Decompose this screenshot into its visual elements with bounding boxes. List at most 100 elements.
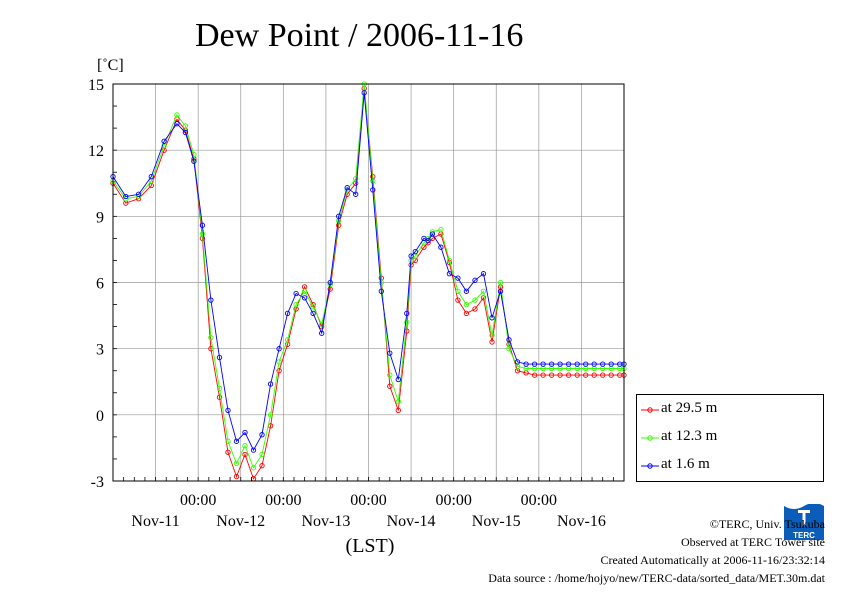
- data-point: [395, 398, 401, 405]
- data-point: [199, 222, 206, 228]
- data-point: [182, 123, 189, 129]
- data-point: [233, 473, 240, 480]
- y-tick-label: 0: [96, 408, 104, 425]
- footer-copyright: ©TERC, Univ. Tsukuba: [709, 517, 825, 531]
- data-point: [344, 185, 350, 191]
- series-line: [112, 92, 624, 452]
- data-point: [548, 372, 555, 378]
- x-tick-day-label: Nov-14: [387, 513, 436, 530]
- series-line: [112, 88, 624, 480]
- data-point: [310, 304, 316, 310]
- data-point: [583, 361, 589, 367]
- data-point: [574, 361, 580, 367]
- data-point: [489, 339, 495, 345]
- data-point: [216, 354, 223, 361]
- data-point: [395, 376, 401, 383]
- data-point: [276, 359, 282, 365]
- data-point: [233, 438, 240, 444]
- data-point: [250, 447, 257, 453]
- data-point: [455, 297, 461, 303]
- terc-logo: TERC: [784, 503, 824, 540]
- legend-item-1-6m: at 1.6 m: [637, 455, 823, 477]
- data-point: [242, 451, 248, 458]
- data-point: [370, 178, 376, 184]
- x-axis-label: (LST): [346, 535, 395, 557]
- legend-marker-blue: [641, 463, 659, 469]
- data-point: [293, 290, 299, 297]
- data-point: [438, 226, 444, 233]
- data-point: [480, 288, 487, 294]
- x-tick-day-label: Nov-12: [216, 513, 265, 530]
- data-point: [480, 295, 487, 301]
- legend-item-29-5m: at 29.5 m: [637, 399, 823, 421]
- grid: [113, 83, 624, 482]
- x-tick-time-label: 00:00: [265, 492, 301, 509]
- data-point: [557, 372, 563, 378]
- legend: at 29.5 m at 12.3 m at 1.6 m: [636, 394, 824, 482]
- data-point: [216, 385, 223, 392]
- data-point: [284, 310, 291, 317]
- data-point: [353, 191, 359, 197]
- data-point: [446, 257, 453, 264]
- data-point: [135, 191, 142, 197]
- data-point: [523, 361, 529, 367]
- data-point: [174, 112, 180, 118]
- data-point: [387, 383, 393, 389]
- data-point: [336, 213, 342, 219]
- data-point: [514, 359, 521, 365]
- data-point: [463, 310, 470, 317]
- data-point: [531, 361, 538, 367]
- data-point: [242, 443, 248, 449]
- data-point: [463, 301, 470, 308]
- x-tick-day-label: Nov-13: [301, 513, 350, 530]
- x-tick-time-label: 00:00: [435, 492, 471, 509]
- logo-text: TERC: [793, 531, 815, 540]
- data-point: [480, 271, 487, 277]
- data-point: [225, 407, 231, 414]
- data-point: [446, 271, 453, 277]
- data-point: [497, 288, 504, 294]
- data-point: [259, 432, 265, 438]
- legend-item-12-3m: at 12.3 m: [637, 427, 823, 449]
- data-point: [429, 231, 436, 237]
- data-point: [182, 129, 189, 136]
- data-point: [327, 279, 333, 286]
- data-point: [174, 121, 180, 127]
- data-point: [412, 248, 418, 255]
- data-point: [216, 394, 223, 400]
- data-point: [267, 381, 274, 387]
- data-point: [404, 310, 410, 317]
- x-tick-time-label: 00:00: [180, 492, 216, 509]
- data-point: [259, 451, 265, 458]
- data-point: [591, 361, 597, 367]
- data-point: [408, 253, 414, 259]
- y-axis-unit-label: [˚C]: [97, 57, 124, 74]
- data-point: [395, 407, 401, 414]
- data-point: [161, 138, 167, 144]
- data-point: [531, 372, 538, 378]
- data-point: [293, 301, 299, 308]
- legend-marker-green: [641, 435, 659, 441]
- series-line: [112, 83, 624, 469]
- x-tick-day-label: Nov-15: [472, 513, 521, 530]
- data-point: [565, 361, 572, 367]
- data-point: [284, 337, 291, 343]
- data-point: [557, 361, 563, 367]
- legend-label: at 29.5 m: [661, 400, 718, 416]
- data-point: [489, 332, 495, 339]
- data-point: [123, 193, 129, 200]
- data-point: [472, 297, 478, 303]
- data-point: [506, 346, 512, 352]
- data-point: [425, 237, 431, 244]
- data-point: [301, 288, 308, 294]
- x-tick-day-label: Nov-16: [557, 513, 606, 530]
- data-point: [148, 173, 154, 180]
- data-point: [208, 297, 214, 303]
- footer-created: Created Automatically at 2006-11-16/23:3…: [600, 553, 825, 567]
- data-point: [540, 372, 546, 378]
- y-tick-label: 6: [96, 276, 104, 293]
- data-point: [472, 277, 478, 283]
- data-point: [353, 176, 359, 182]
- x-tick-time-label: 00:00: [350, 492, 386, 509]
- legend-label: at 12.3 m: [661, 428, 718, 444]
